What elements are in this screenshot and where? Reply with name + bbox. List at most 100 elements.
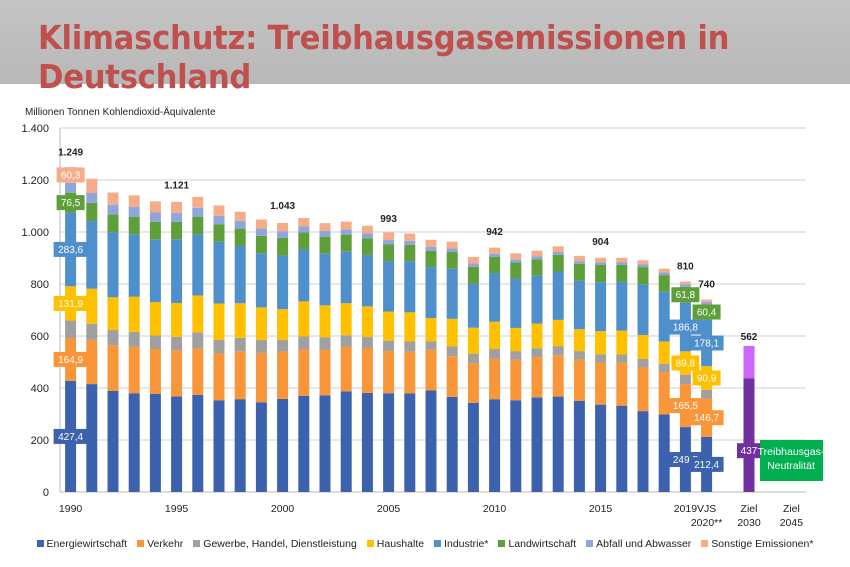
bar-segment-verkehr (446, 356, 458, 397)
bar-segment-verkehr (213, 353, 225, 401)
bar-segment-industrie (658, 291, 670, 342)
segment-label-box (671, 355, 700, 371)
bar-segment-industrie (531, 275, 543, 324)
bar-segment-abfall-und-abwasser (213, 215, 225, 225)
bar-segment-energiewirtschaft (361, 392, 373, 492)
bar-segment-energiewirtschaft (467, 402, 479, 492)
bar-segment-haushalte (340, 303, 352, 336)
target-2030-bar (743, 378, 755, 492)
bar-segment-landwirtschaft (298, 232, 310, 250)
x-tick-label: 2005 (377, 503, 401, 515)
bar-segment-haushalte (361, 306, 373, 338)
bar-segment-abfall-und-abwasser (679, 284, 691, 287)
bar-segment-gewerbe-handel-dienstleistung (319, 337, 331, 350)
bar-segment-abfall-und-abwasser (467, 263, 479, 267)
bar-segment-verkehr (573, 359, 585, 401)
bar-segment-haushalte (489, 321, 501, 349)
segment-label: 90,9 (697, 373, 717, 384)
segment-label-box (56, 195, 85, 211)
bar-segment-energiewirtschaft (171, 396, 183, 492)
bar-segment-energiewirtschaft (595, 404, 607, 492)
x-tick-label: 2020** (691, 517, 723, 529)
segment-label-box (53, 241, 88, 257)
bar-segment-landwirtschaft (107, 214, 119, 233)
bar-segment-landwirtschaft (446, 252, 458, 269)
bar-segment-verkehr (383, 351, 395, 394)
target-2045-label: Neutralität (767, 460, 815, 472)
bar-segment-abfall-und-abwasser (340, 229, 352, 235)
legend-swatch (434, 540, 442, 547)
title-banner: Klimaschutz: Treibhausgasemissionen in D… (0, 0, 850, 96)
bar-segment-landwirtschaft (361, 238, 373, 255)
bar-segment-haushalte (616, 330, 628, 355)
bar-segment-abfall-und-abwasser (107, 204, 119, 215)
bar-segment-energiewirtschaft (658, 414, 670, 492)
bar-segment-landwirtschaft (404, 245, 416, 262)
bar-segment-sonstige-emissionen (701, 299, 713, 302)
bar-segment-verkehr (149, 349, 161, 394)
bar-segment-landwirtschaft (86, 202, 98, 222)
bar-segment-haushalte (149, 302, 161, 336)
bar-segment-gewerbe-handel-dienstleistung (467, 353, 479, 364)
bar-segment-sonstige-emissionen (425, 239, 437, 247)
bar-segment-abfall-und-abwasser (552, 252, 564, 255)
target-2045-label: Treibhausgas- (758, 446, 825, 458)
x-tick-label: 2030 (737, 517, 761, 529)
x-tick-label: 2045 (780, 517, 804, 529)
bar-segment-landwirtschaft (213, 224, 225, 242)
bar-segment-landwirtschaft (552, 254, 564, 272)
bar-segment-abfall-und-abwasser (65, 182, 77, 193)
bar-segment-haushalte (658, 341, 670, 364)
bar-segment-landwirtschaft (658, 275, 670, 292)
bar-segment-verkehr (361, 347, 373, 393)
bar-segment-abfall-und-abwasser (234, 220, 246, 229)
bar-segment-abfall-und-abwasser (637, 264, 649, 268)
legend-label: Haushalte (376, 538, 425, 550)
bar-segment-sonstige-emissionen (679, 281, 691, 285)
bar-segment-haushalte (298, 301, 310, 337)
bar-segment-landwirtschaft (340, 234, 352, 252)
bar-segment-verkehr (192, 348, 204, 395)
bar-segment-industrie (510, 278, 522, 328)
bar-segment-industrie (213, 241, 225, 304)
legend-swatch (137, 540, 145, 547)
total-label: 740 (698, 280, 715, 291)
bar-segment-verkehr (277, 351, 289, 399)
bar-segment-sonstige-emissionen (171, 201, 183, 213)
bar-segment-sonstige-emissionen (446, 241, 458, 249)
bar-segment-gewerbe-handel-dienstleistung (361, 337, 373, 348)
legend-item: Sonstige Emissionen* (701, 538, 813, 550)
bar-segment-haushalte (531, 323, 543, 349)
bar-segment-landwirtschaft (616, 264, 628, 282)
bar-segment-haushalte (595, 331, 607, 355)
legend-swatch (36, 540, 44, 547)
chart-legend: Energiewirtschaft Verkehr Gewerbe, Handel,… (0, 538, 850, 550)
bar-segment-haushalte (234, 303, 246, 338)
bar-segment-landwirtschaft (467, 266, 479, 284)
bar-segment-haushalte (319, 305, 331, 338)
bar-segment-gewerbe-handel-dienstleistung (510, 351, 522, 360)
bar-segment-haushalte (425, 318, 437, 342)
bar-segment-industrie (383, 261, 395, 312)
bar-segment-gewerbe-handel-dienstleistung (489, 349, 501, 359)
segment-label: 212,4 (694, 460, 719, 471)
bar-segment-verkehr (595, 362, 607, 405)
target-2030-gap-bar (743, 345, 755, 379)
bar-segment-gewerbe-handel-dienstleistung (616, 354, 628, 363)
bar-segment-gewerbe-handel-dienstleistung (213, 339, 225, 354)
target-2030-label-box (737, 443, 761, 459)
bar-segment-energiewirtschaft (489, 399, 501, 492)
bar-segment-sonstige-emissionen (531, 250, 543, 257)
bar-segment-landwirtschaft (383, 244, 395, 262)
bar-segment-abfall-und-abwasser (383, 240, 395, 245)
bar-segment-haushalte (510, 327, 522, 352)
segment-label: 89,8 (676, 359, 696, 370)
bar-segment-landwirtschaft (510, 262, 522, 279)
bar-segment-gewerbe-handel-dienstleistung (446, 346, 458, 357)
bar-segment-haushalte (255, 307, 267, 340)
bar-segment-sonstige-emissionen (192, 196, 204, 208)
bar-segment-industrie (573, 280, 585, 330)
bar-segment-verkehr (425, 349, 437, 391)
bar-segment-energiewirtschaft (86, 384, 98, 492)
bar-segment-energiewirtschaft (446, 396, 458, 492)
